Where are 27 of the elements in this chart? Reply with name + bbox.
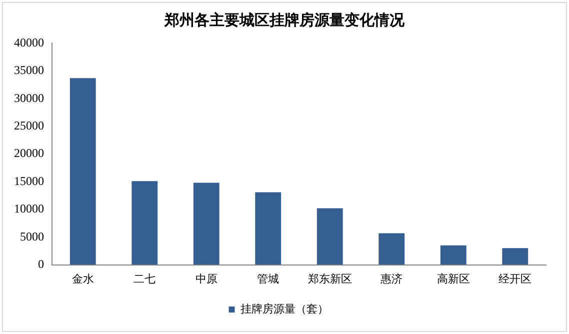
legend-label: 挂牌房源量（套）	[240, 302, 328, 316]
y-tick-label: 5000	[20, 229, 44, 244]
y-tick-label: 20000	[14, 146, 44, 160]
x-tick-label: 惠济	[380, 272, 403, 286]
bar	[132, 181, 158, 265]
bar	[378, 233, 405, 265]
x-tick-label: 郑东新区	[308, 272, 352, 286]
x-tick-label: 经开区	[498, 272, 532, 286]
x-tick-label: 高新区	[436, 272, 470, 286]
x-tick-label: 中原	[195, 272, 218, 286]
x-tick-label: 管城	[257, 272, 280, 286]
bar	[316, 208, 343, 265]
y-tick-label: 25000	[14, 118, 44, 132]
bar	[193, 182, 220, 265]
bar	[502, 248, 528, 265]
y-tick-label: 0	[38, 256, 44, 271]
chart-title: 郑州各主要城区挂牌房源量变化情况	[163, 11, 406, 30]
y-tick-label: 10000	[14, 202, 44, 216]
y-tick-label: 35000	[14, 63, 44, 78]
x-tick-label: 二七	[134, 272, 156, 286]
y-tick-label: 15000	[14, 174, 44, 188]
bar	[440, 245, 466, 265]
y-tick-label: 40000	[14, 35, 44, 50]
bar	[255, 192, 282, 265]
y-tick-label: 30000	[14, 90, 44, 105]
bar	[70, 78, 96, 265]
x-tick-label: 金水	[72, 272, 94, 286]
